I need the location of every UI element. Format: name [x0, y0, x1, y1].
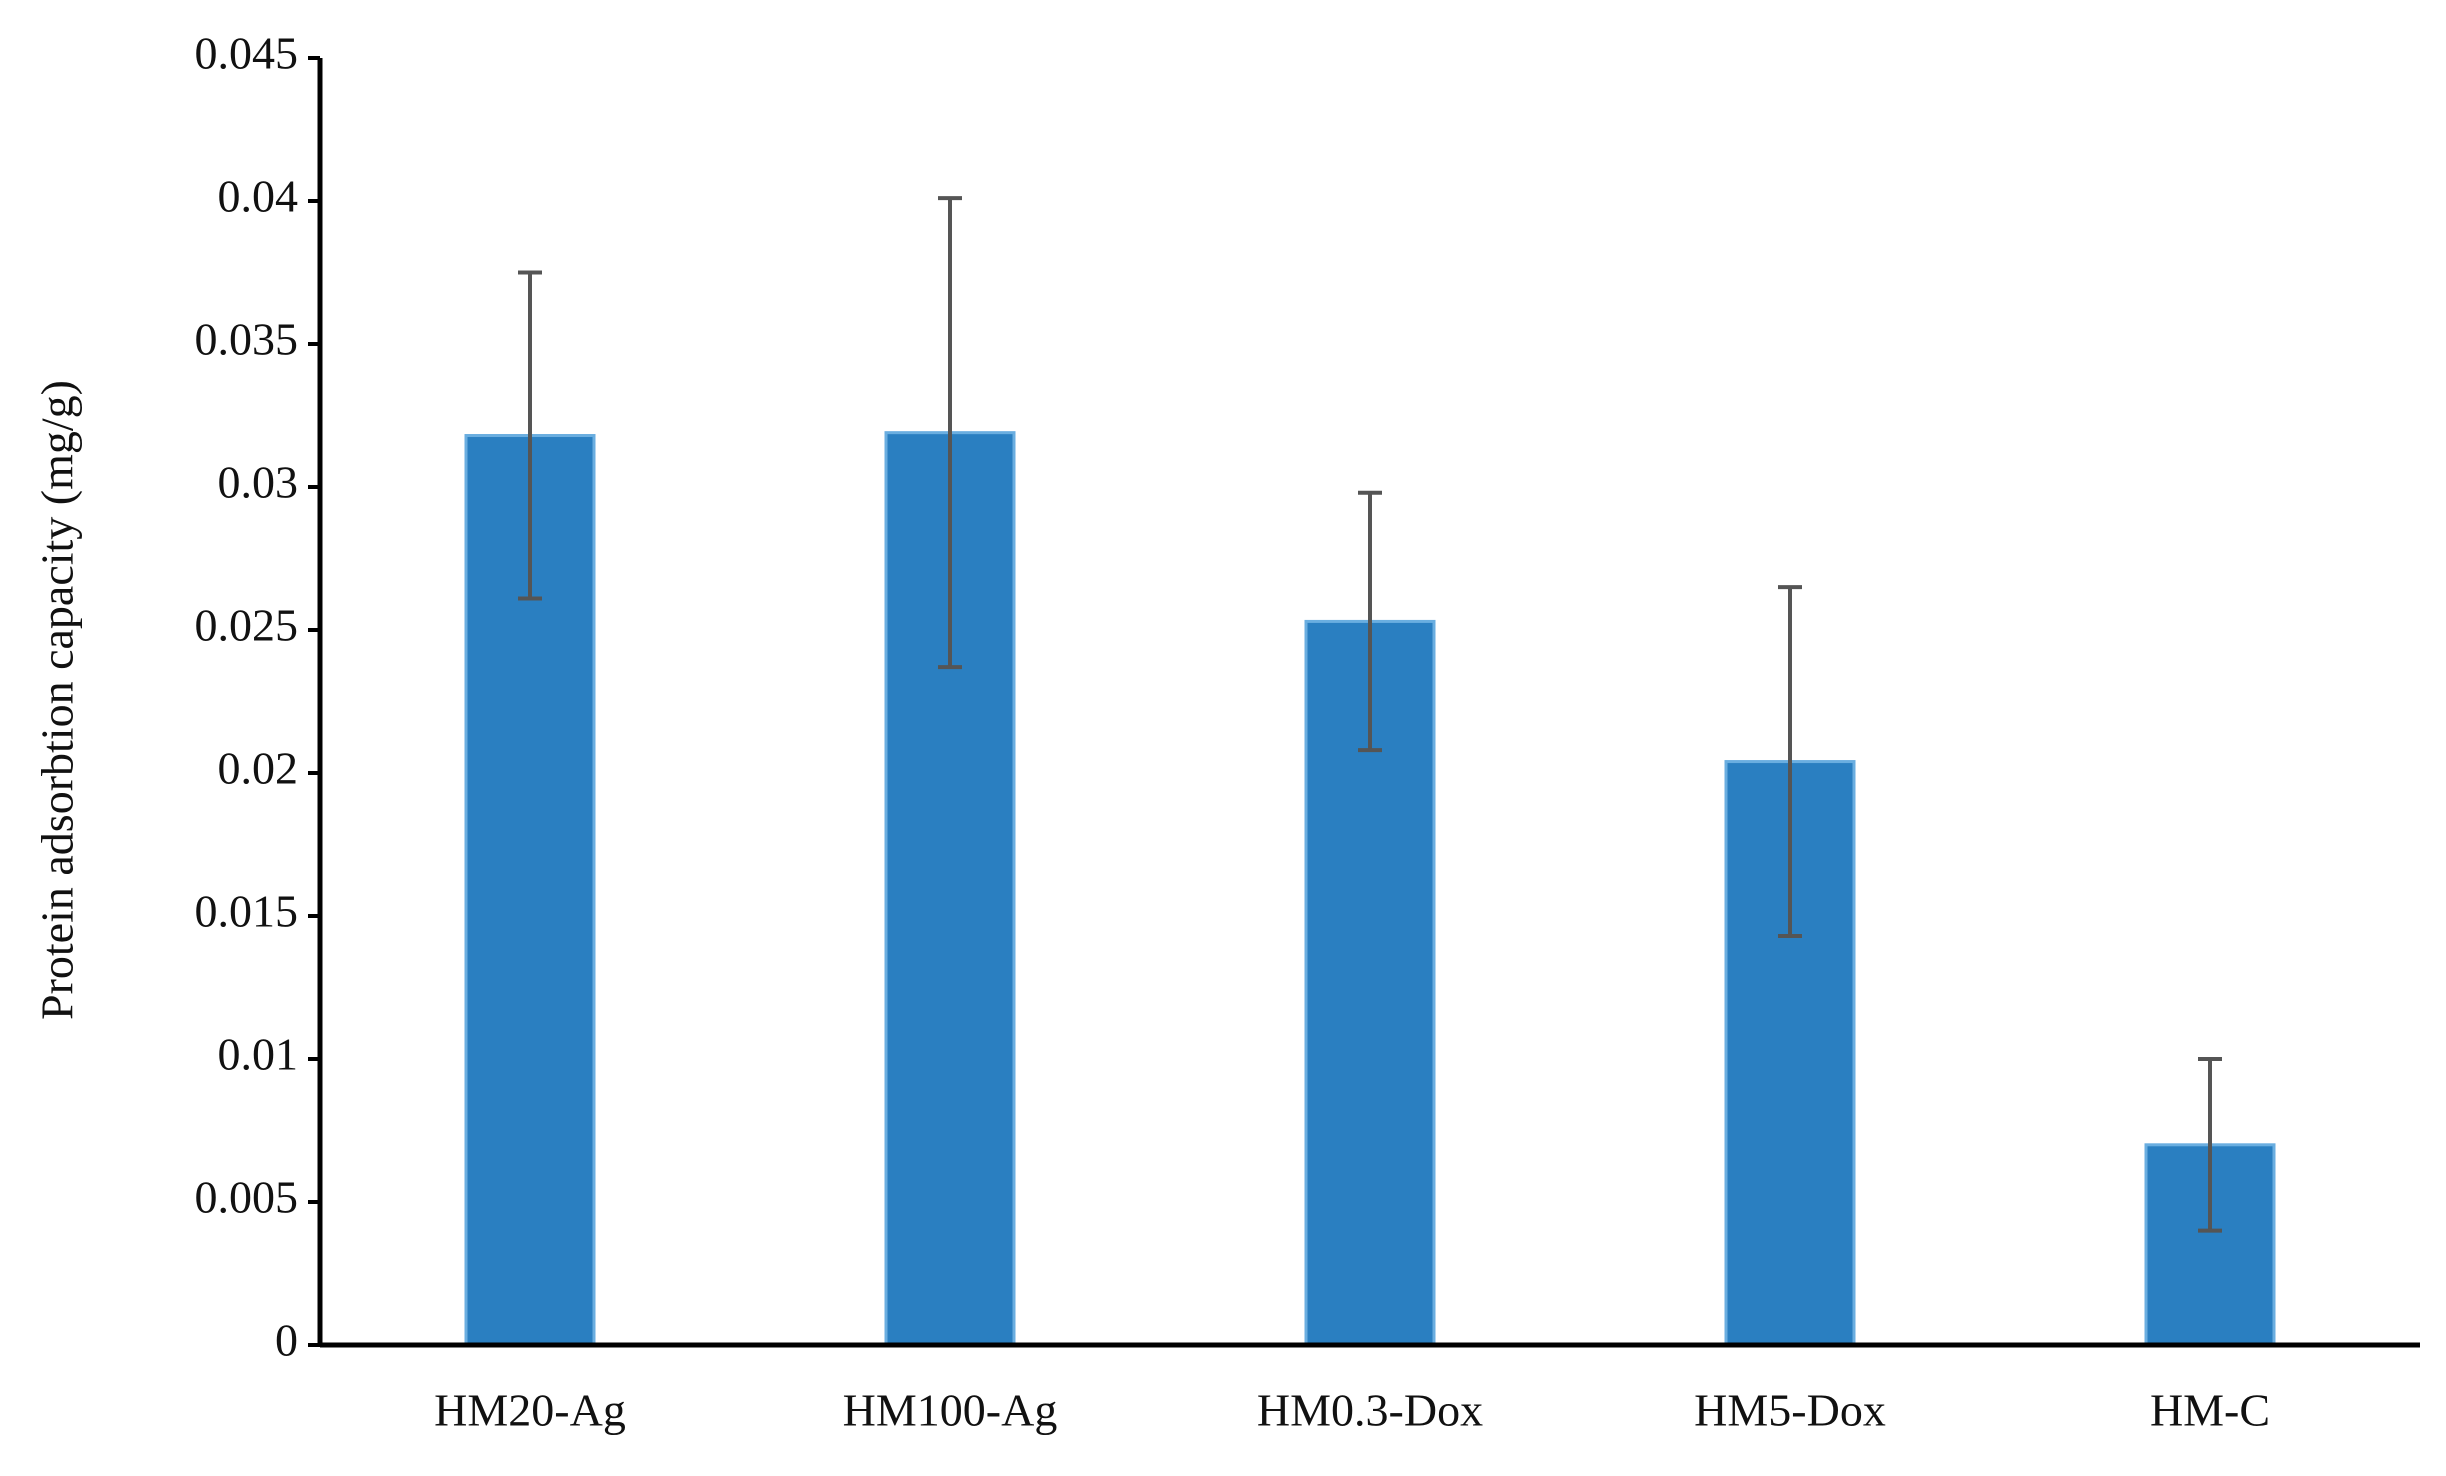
x-tick-label: HM5-Dox [1694, 1385, 1886, 1436]
y-tick-label: 0.025 [195, 600, 299, 651]
y-axis-label: Protein adsorbtion capacity (mg/g) [32, 380, 83, 1020]
y-tick-label: 0.02 [218, 743, 299, 794]
y-tick-label: 0.015 [195, 886, 299, 937]
y-tick-label: 0.005 [195, 1172, 299, 1223]
y-tick-label: 0.035 [195, 314, 299, 365]
y-tick-label: 0.045 [195, 28, 299, 79]
y-tick-label: 0.01 [218, 1029, 299, 1080]
y-tick-label: 0.04 [218, 171, 299, 222]
y-tick-label: 0 [275, 1315, 298, 1366]
x-tick-label: HM0.3-Dox [1257, 1385, 1483, 1436]
x-tick-label: HM100-Ag [843, 1385, 1058, 1436]
x-tick-label: HM-C [2150, 1385, 2270, 1436]
y-tick-label: 0.03 [218, 457, 299, 508]
x-tick-label: HM20-Ag [434, 1385, 626, 1436]
